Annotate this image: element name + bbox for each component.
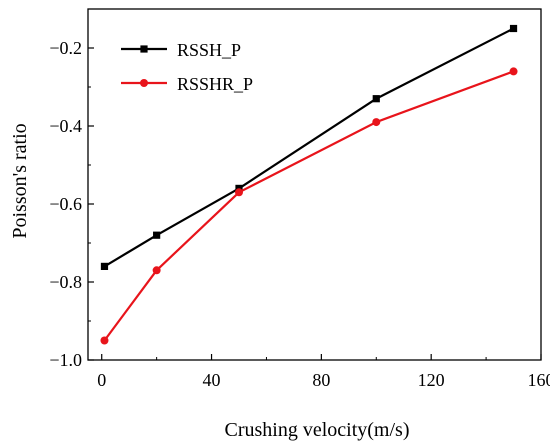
x-tick-label: 40	[203, 370, 221, 390]
legend: RSSH_P RSSHR_P	[121, 40, 253, 94]
data-point-square	[100, 262, 109, 270]
legend-swatch-marker	[140, 79, 148, 87]
x-tick-label: 120	[418, 370, 445, 390]
x-axis-title: Crushing velocity(m/s)	[225, 419, 410, 441]
series-line	[103, 70, 514, 342]
legend-label: RSSHR_P	[177, 74, 253, 94]
data-point-circle	[509, 67, 518, 76]
x-axis-ticks: 0 40 80 120 160	[97, 354, 550, 390]
y-tick-label: −0.4	[49, 116, 82, 136]
y-axis-title: Poisson's ratio	[9, 123, 31, 238]
data-point-square	[153, 231, 161, 239]
data-point-circle	[235, 188, 243, 197]
x-tick-label: 0	[97, 370, 106, 390]
series-rssh-p	[100, 24, 518, 270]
data-point-circle	[152, 266, 161, 275]
y-tick-label: −0.2	[49, 38, 82, 58]
series-line	[103, 27, 515, 268]
y-tick-label: −1.0	[49, 350, 82, 370]
legend-item-rsshr-p: RSSHR_P	[121, 74, 253, 94]
y-axis-ticks: −1.0 −0.8 −0.6 −0.4 −0.2	[49, 8, 94, 370]
data-point-square	[509, 24, 518, 33]
data-point-circle	[100, 336, 109, 345]
legend-swatch-marker	[140, 45, 148, 53]
series-rsshr-p	[100, 67, 518, 345]
x-tick-label: 80	[312, 370, 330, 390]
y-tick-label: −0.6	[49, 194, 82, 214]
series-layer	[100, 24, 518, 345]
plot-frame	[87, 8, 542, 361]
data-point-circle	[372, 118, 381, 127]
legend-label: RSSH_P	[177, 40, 241, 60]
data-point-square	[372, 95, 380, 103]
plot-area-border	[87, 8, 542, 361]
x-tick-label: 160	[528, 370, 550, 390]
legend-item-rssh-p: RSSH_P	[121, 40, 241, 60]
y-tick-label: −0.8	[49, 272, 82, 292]
